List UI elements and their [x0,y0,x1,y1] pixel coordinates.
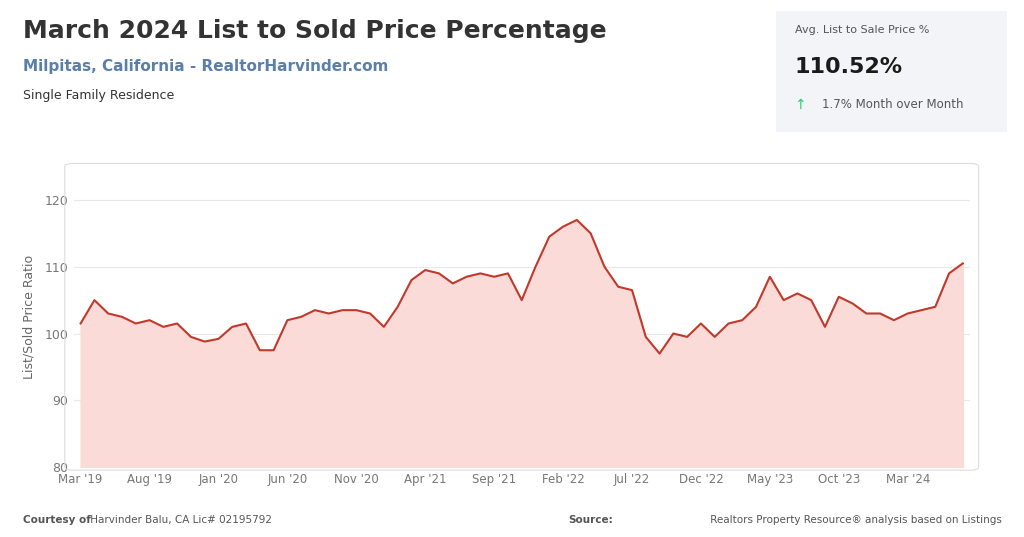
Text: Milpitas, California - RealtorHarvinder.com: Milpitas, California - RealtorHarvinder.… [23,59,388,74]
Text: Courtesy of: Courtesy of [23,515,90,525]
Text: Single Family Residence: Single Family Residence [23,89,174,101]
Text: 1.7% Month over Month: 1.7% Month over Month [822,98,964,111]
Y-axis label: List/Sold Price Ratio: List/Sold Price Ratio [23,255,36,379]
Text: ↑: ↑ [795,98,806,112]
Text: Harvinder Balu, CA Lic# 02195792: Harvinder Balu, CA Lic# 02195792 [87,515,272,525]
Text: Avg. List to Sale Price %: Avg. List to Sale Price % [795,25,929,35]
Text: Source:: Source: [568,515,613,525]
Text: March 2024 List to Sold Price Percentage: March 2024 List to Sold Price Percentage [23,19,606,43]
Text: Realtors Property Resource® analysis based on Listings: Realtors Property Resource® analysis bas… [707,515,1001,525]
FancyBboxPatch shape [772,8,1012,134]
Text: 110.52%: 110.52% [795,57,903,77]
